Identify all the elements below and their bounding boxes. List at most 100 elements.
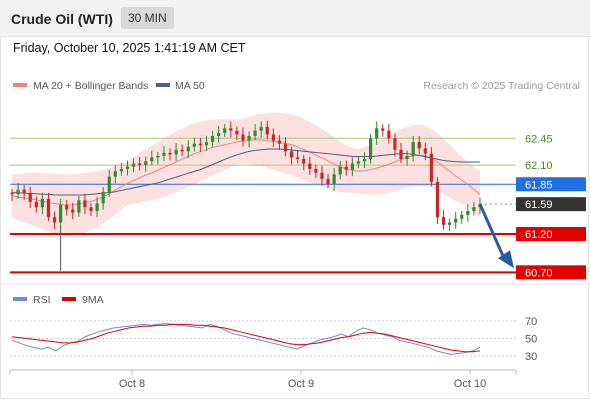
- instrument-title: Crude Oil (WTI): [11, 11, 113, 27]
- candle-body: [356, 161, 361, 164]
- candle-body: [28, 193, 32, 202]
- candle-body: [441, 217, 446, 225]
- price-tag-60-70: [516, 265, 586, 280]
- candle-body: [332, 174, 336, 185]
- candle-body: [144, 161, 148, 166]
- rsi-tick-50: 50: [525, 334, 537, 346]
- rsi-legend-swatch: [13, 297, 27, 301]
- candle-body: [180, 149, 184, 152]
- candle-body: [435, 181, 440, 218]
- copyright-text: Research © 2025 Trading Central: [423, 80, 580, 92]
- candle-body: [393, 138, 397, 150]
- ma50-legend-label: MA 50: [175, 80, 205, 92]
- candle-body: [186, 146, 190, 152]
- candle-body: [174, 149, 178, 155]
- price-tag-61-20: [516, 227, 586, 242]
- candle-body: [460, 214, 464, 219]
- candle-body: [277, 140, 282, 144]
- header-bar: Crude Oil (WTI) 30 MIN: [0, 0, 590, 37]
- candle-body: [411, 142, 415, 156]
- x-tick-label: Oct 8: [119, 378, 145, 390]
- candle-body: [235, 130, 239, 135]
- ma20-line: [11, 139, 481, 206]
- rsi-ma-legend-swatch: [62, 297, 76, 301]
- candle-body: [89, 207, 93, 212]
- candle-body: [466, 211, 470, 215]
- candle-body: [344, 166, 348, 170]
- candle-body: [338, 166, 342, 175]
- candle-body: [83, 200, 87, 208]
- interval-badge[interactable]: 30 MIN: [121, 7, 174, 29]
- candle-body: [156, 155, 160, 158]
- x-axis: Oct 8 Oct 9 Oct 10: [9, 370, 517, 390]
- candle-body: [217, 132, 221, 136]
- candle-body: [210, 136, 215, 143]
- candle-body: [65, 204, 69, 210]
- price-tag-61-85: [516, 177, 586, 192]
- candle-body: [429, 153, 433, 182]
- price-tag-label-61-59: 61.59: [525, 199, 553, 211]
- candle-body: [448, 222, 452, 225]
- price-tags: 62.45 62.10 61.85 61.59 61.20 60.70: [516, 133, 586, 280]
- candle-body: [454, 218, 458, 223]
- candle-body: [52, 217, 57, 223]
- candle-body: [40, 198, 44, 208]
- candle-body: [138, 163, 142, 166]
- candle-body: [192, 143, 196, 147]
- candle-body: [289, 151, 294, 158]
- candle-body: [223, 128, 227, 133]
- candle-body: [314, 168, 318, 173]
- candle-body: [417, 142, 421, 149]
- candle-body: [308, 163, 312, 169]
- price-tag-label-61-85: 61.85: [525, 179, 553, 191]
- candle-body: [113, 171, 117, 177]
- candle-body: [253, 130, 257, 136]
- candle-body: [162, 152, 166, 156]
- ma20-legend-label: MA 20 + Bollinger Bands: [33, 80, 148, 92]
- candle-body: [399, 149, 403, 159]
- rsi-series-0: [11, 322, 481, 355]
- candle-body: [59, 204, 63, 223]
- candle-body: [368, 138, 373, 159]
- candle-body: [77, 200, 81, 213]
- candle-body: [350, 163, 354, 170]
- candle-body: [198, 143, 203, 146]
- rsi-tick-30: 30: [525, 351, 537, 363]
- candle-body: [168, 152, 172, 155]
- candle-body: [405, 155, 409, 159]
- candle-body: [107, 176, 111, 192]
- projection-arrow: [478, 203, 514, 269]
- candle-body: [71, 209, 75, 213]
- ma20-legend-swatch: [13, 83, 27, 87]
- projection-arrow-head: [498, 250, 514, 269]
- projection-arrow-shaft: [478, 203, 506, 259]
- candle-body: [150, 157, 154, 162]
- price-tag-label-60-70: 60.70: [525, 267, 553, 279]
- rsi-tick-70: 70: [525, 316, 537, 328]
- candle-body: [16, 189, 20, 195]
- bollinger-bands: [12, 112, 480, 236]
- candle-body: [296, 157, 300, 159]
- price-tag-label-61-20: 61.20: [525, 229, 553, 241]
- price-tag-label-62-45: 62.45: [525, 133, 553, 145]
- candle-body: [22, 189, 26, 194]
- candle-body: [423, 148, 427, 154]
- legend: MA 20 + Bollinger Bands MA 50 Research ©…: [13, 80, 580, 92]
- price-tag-61-59: [516, 197, 586, 212]
- candle-body: [259, 126, 263, 131]
- candles: [10, 120, 482, 271]
- rsi-ma-legend-label: 9MA: [82, 294, 104, 306]
- bollinger-band-area: [12, 112, 480, 236]
- candle-body: [387, 130, 391, 139]
- candle-body: [229, 128, 233, 131]
- candle-body: [326, 178, 330, 185]
- candle-body: [265, 126, 269, 135]
- candle-body: [95, 203, 99, 212]
- x-tick-label: Oct 9: [288, 378, 314, 390]
- candle-body: [381, 128, 385, 131]
- candle-body: [101, 191, 105, 204]
- candle-body: [362, 158, 367, 162]
- rsi-legend: RSI 9MA: [13, 294, 104, 306]
- candle-body: [271, 134, 275, 141]
